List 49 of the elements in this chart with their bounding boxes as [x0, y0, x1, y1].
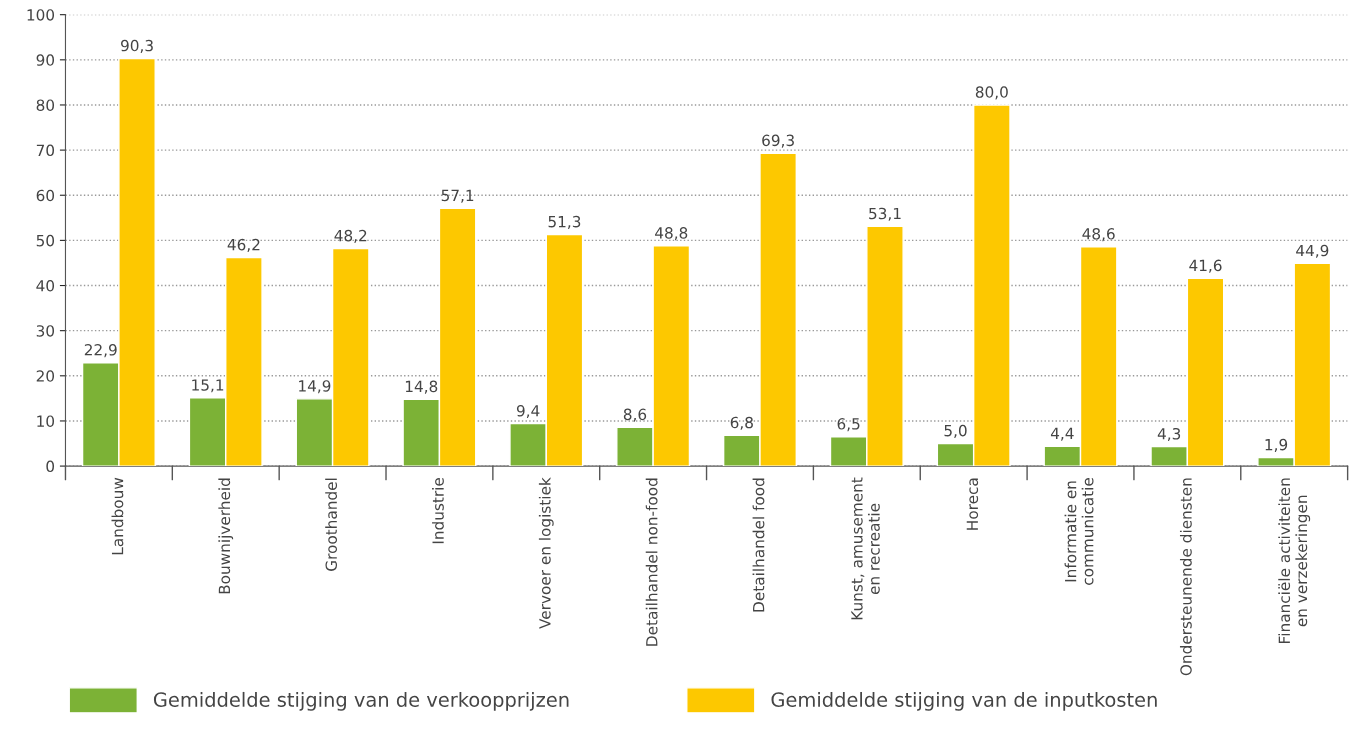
x-tick-label: Landbouw	[111, 477, 124, 555]
legend-label: Gemiddelde stijging van de verkoopprijzen	[153, 691, 569, 711]
y-tick-label: 20	[36, 370, 55, 382]
data-label: 53,1	[869, 207, 901, 221]
data-label: 14,9	[299, 380, 331, 394]
data-label: 41,6	[1189, 259, 1222, 273]
data-label: 1,9	[1265, 438, 1288, 452]
x-tick-label: Kunst, amusement en recreatie	[851, 477, 880, 620]
y-tick-label: 90	[36, 54, 55, 66]
x-tick-label: Financiële activiteiten en verzekeringen	[1278, 478, 1311, 643]
x-tick-label: Bouwnijverheid	[218, 478, 234, 594]
data-label: 48,8	[655, 227, 688, 241]
x-tick-label: Informatie en communicatie	[1064, 478, 1094, 585]
legend-label: Gemiddelde stijging van de inputkosten	[771, 691, 1157, 711]
data-label: 51,3	[548, 215, 581, 229]
data-label: 44,9	[1296, 244, 1329, 258]
data-label: 48,2	[334, 229, 367, 243]
y-tick-label: 100	[27, 9, 55, 21]
x-tick-label: Groothandel	[325, 478, 338, 571]
data-label: 14,8	[405, 380, 438, 394]
x-tick-label: Ondersteunende diensten	[1179, 478, 1192, 676]
data-label: 57,1	[441, 189, 474, 203]
y-tick-label: 0	[46, 460, 55, 473]
y-tick-label: 80	[36, 99, 55, 111]
data-label: 6,8	[730, 416, 753, 430]
data-label: 46,2	[227, 238, 260, 252]
x-tick-label: Detailhandel non-food	[645, 478, 658, 646]
y-tick-label: 60	[36, 189, 55, 202]
data-label: 9,4	[516, 404, 540, 419]
x-tick-label: Horeca	[966, 478, 979, 530]
x-tick-label: Detailhandel food	[752, 478, 765, 612]
data-label: 8,6	[623, 408, 647, 422]
data-label: 4,4	[1050, 427, 1074, 441]
y-tick-label: 70	[36, 144, 55, 157]
data-label: 22,9	[84, 344, 117, 358]
x-tick-label: Industrie	[432, 478, 444, 544]
x-tick-label: Vervoer en logistiek	[538, 477, 554, 629]
y-tick-label: 30	[36, 325, 55, 337]
data-label: 15,1	[192, 379, 224, 393]
data-label: 4,3	[1157, 428, 1181, 442]
data-label: 69,3	[762, 134, 794, 148]
y-tick-label: 50	[36, 234, 55, 247]
y-tick-label: 40	[36, 279, 55, 292]
data-label: 80,0	[975, 86, 1008, 100]
y-tick-label: 10	[37, 415, 55, 427]
data-label: 90,3	[121, 39, 153, 53]
data-label: 48,6	[1082, 228, 1115, 242]
data-label: 5,0	[944, 424, 967, 438]
data-label: 6,5	[837, 418, 860, 432]
